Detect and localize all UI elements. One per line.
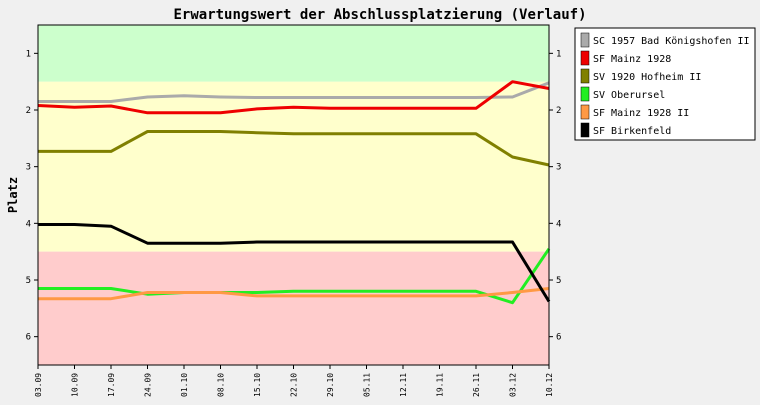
legend-box bbox=[574, 27, 756, 141]
legend-swatch-3 bbox=[580, 86, 590, 102]
band-0 bbox=[38, 25, 549, 82]
y-tick-label-right: 6 bbox=[556, 333, 561, 343]
series-line-0 bbox=[38, 81, 550, 103]
plot-area bbox=[37, 24, 551, 366]
x-tick-label: 17.09 bbox=[107, 373, 116, 397]
legend-swatch-0 bbox=[580, 32, 590, 48]
x-tick-label: 22.10 bbox=[290, 373, 299, 397]
x-tick-label: 26.11 bbox=[472, 373, 481, 397]
y-axis-right: 1 2 3 4 5 6 bbox=[549, 49, 561, 343]
x-tick-label: 05.11 bbox=[363, 373, 372, 397]
legend-swatch-5 bbox=[580, 122, 590, 138]
legend-label-0: SC 1957 Bad Königshofen II bbox=[593, 36, 750, 47]
legend-label-1: SF Mainz 1928 bbox=[593, 54, 671, 65]
y-axis-label: Platz bbox=[6, 177, 20, 213]
band-1 bbox=[38, 81, 549, 252]
y-tick-label-right: 4 bbox=[556, 219, 561, 229]
x-tick-label: 15.10 bbox=[253, 373, 262, 397]
y-tick-label-left: 5 bbox=[26, 276, 31, 286]
legend-label-4: SF Mainz 1928 II bbox=[593, 108, 689, 119]
legend: SC 1957 Bad Königshofen II SF Mainz 1928 S… bbox=[574, 27, 756, 141]
chart-title: Erwartungswert der Abschlussplatzierung … bbox=[173, 7, 586, 23]
y-tick-label-left: 3 bbox=[26, 163, 31, 173]
series-line-2 bbox=[38, 130, 550, 167]
series-line-4 bbox=[38, 287, 550, 301]
x-tick-label: 10.09 bbox=[71, 373, 80, 397]
x-tick-label: 12.11 bbox=[399, 373, 408, 397]
y-tick-label-right: 3 bbox=[556, 163, 561, 173]
legend-label-2: SV 1920 Hofheim II bbox=[593, 72, 701, 83]
x-tick-label: 03.09 bbox=[34, 373, 43, 397]
y-axis-left: 1 2 3 4 5 6 bbox=[26, 49, 38, 343]
x-axis: 03.09 10.09 17.09 24.09 01.10 08.10 15.10 22.10… bbox=[34, 365, 554, 397]
series-line-1 bbox=[37, 80, 550, 115]
legend-label-3: SV Oberursel bbox=[593, 90, 665, 101]
series-line-3 bbox=[38, 247, 551, 305]
band-2 bbox=[38, 251, 549, 365]
x-tick-label: 29.10 bbox=[326, 373, 335, 397]
y-tick-label-right: 1 bbox=[556, 49, 561, 59]
y-tick-label-right: 2 bbox=[556, 106, 561, 116]
legend-label-5: SF Birkenfeld bbox=[593, 126, 671, 137]
legend-swatch-4 bbox=[580, 104, 590, 120]
x-tick-label: 24.09 bbox=[144, 373, 153, 397]
y-tick-label-right: 5 bbox=[556, 276, 561, 286]
series-line-5 bbox=[38, 223, 551, 303]
legend-swatch-1 bbox=[580, 50, 590, 66]
x-tick-label: 08.10 bbox=[217, 373, 226, 397]
y-tick-label-left: 2 bbox=[26, 106, 31, 116]
x-tick-label: 03.12 bbox=[509, 373, 518, 397]
y-tick-label-left: 1 bbox=[26, 49, 31, 59]
y-tick-label-left: 6 bbox=[26, 333, 31, 343]
legend-swatch-2 bbox=[580, 68, 590, 84]
x-tick-label: 19.11 bbox=[436, 373, 445, 397]
x-tick-label: 10.12 bbox=[545, 373, 554, 397]
x-tick-label: 01.10 bbox=[180, 373, 189, 397]
y-tick-label-left: 4 bbox=[26, 219, 31, 229]
